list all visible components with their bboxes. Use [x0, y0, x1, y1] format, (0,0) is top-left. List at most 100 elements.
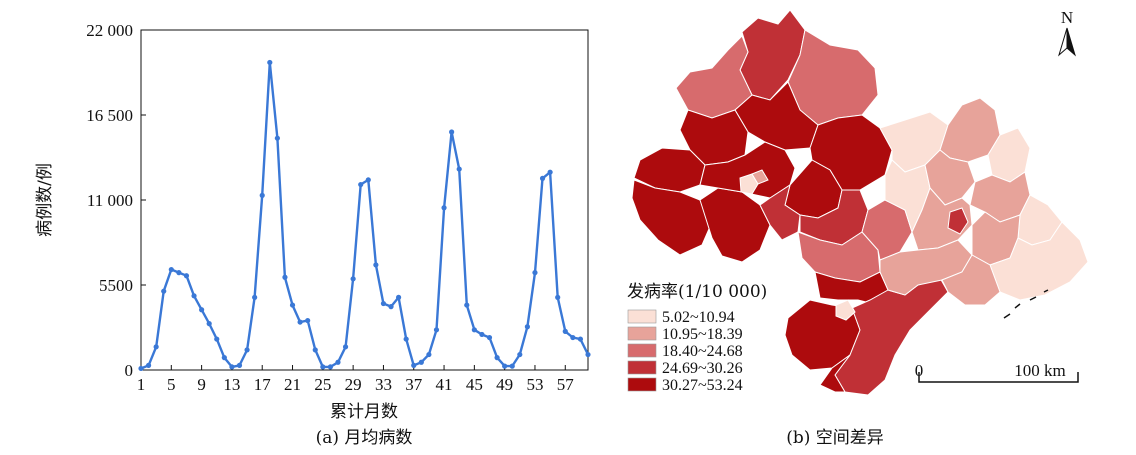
scale-label-100km: 100 km [1014, 361, 1065, 380]
data-point [365, 177, 371, 183]
x-tick-label: 53 [526, 375, 543, 394]
x-tick-label: 17 [254, 375, 272, 394]
data-point [161, 288, 167, 294]
y-tick-label: 16 500 [86, 106, 133, 125]
data-point [145, 362, 152, 368]
data-point [502, 363, 508, 369]
x-tick-label: 49 [496, 375, 513, 394]
data-point [244, 347, 250, 353]
data-point [312, 347, 318, 353]
data-point [426, 351, 432, 358]
x-tick-label: 13 [223, 375, 240, 394]
scale-bar: 0 100 km [915, 361, 1079, 383]
data-point [479, 331, 485, 338]
x-tick-label: 9 [197, 375, 206, 394]
data-point [206, 321, 212, 327]
data-point [547, 169, 553, 175]
data-point [320, 364, 326, 370]
data-point [335, 359, 341, 365]
data-point [577, 336, 584, 342]
data-point [342, 344, 349, 350]
x-tick-label: 5 [167, 375, 176, 394]
data-point [183, 273, 190, 279]
x-tick-label: 21 [284, 375, 301, 394]
map-region [947, 207, 969, 235]
legend-title: 发病率(1/10 000) [627, 282, 767, 302]
data-point [236, 362, 243, 368]
map-region [835, 299, 856, 321]
map-region [739, 173, 759, 195]
legend-swatch [627, 377, 657, 392]
data-point [464, 302, 470, 308]
data-point [289, 302, 296, 308]
data-point [267, 59, 273, 66]
map-legend: 发病率(1/10 000) 5.02~10.9410.95~18.3918.40… [627, 282, 767, 394]
y-tick-label: 0 [125, 361, 134, 380]
data-point [221, 355, 227, 361]
data-point [168, 266, 174, 273]
map-region [699, 141, 796, 199]
data-point [524, 324, 530, 330]
legend-swatch [627, 360, 657, 375]
data-point [199, 307, 205, 313]
map-region [751, 169, 769, 185]
north-arrow-icon [1058, 27, 1068, 57]
x-tick-label: 33 [375, 375, 392, 394]
x-tick-label: 57 [557, 375, 575, 394]
data-point [395, 294, 402, 300]
y-tick-label: 22 000 [86, 21, 133, 40]
data-point [570, 334, 576, 341]
legend-label: 30.27~53.24 [662, 377, 743, 394]
x-tick-label: 45 [466, 375, 483, 394]
panel-a-caption: (a) 月均病数 [316, 428, 413, 448]
data-point [176, 270, 182, 276]
legend-swatch [627, 309, 657, 324]
data-point [153, 344, 159, 350]
data-point [456, 166, 462, 172]
map-region [989, 221, 1089, 301]
map-region [819, 354, 851, 393]
y-axis-title: 病例数/例 [35, 163, 55, 237]
x-tick-label: 41 [436, 375, 453, 394]
data-point [562, 328, 568, 334]
data-point [388, 304, 394, 310]
data-point [214, 336, 220, 342]
legend-label: 24.69~30.26 [662, 360, 743, 377]
data-point [585, 351, 591, 358]
data-point [517, 351, 523, 358]
data-point [350, 276, 356, 282]
x-tick-label: 1 [137, 375, 146, 394]
data-point [305, 317, 311, 324]
scale-label-zero: 0 [915, 361, 924, 380]
data-point [138, 365, 144, 372]
y-tick-label: 11 000 [87, 191, 133, 210]
data-point [418, 359, 424, 365]
panel-b-caption: (b) 空间差异 [786, 428, 884, 448]
data-point [297, 319, 303, 325]
map-region [699, 187, 771, 263]
x-axis-ticks: 1 5 9 13 17 21 25 29 33 37 41 45 49 53 57 [137, 365, 575, 394]
data-point [274, 135, 280, 141]
data-point [449, 129, 455, 135]
data-point [259, 192, 265, 198]
data-point [252, 294, 258, 300]
y-tick-label: 5500 [99, 276, 133, 295]
monthly-cases-line-chart: 0 5500 11 000 16 500 22 000 1 5 9 13 17 21 25 29 33 3… [35, 21, 591, 448]
x-axis-title: 累计月数 [330, 402, 398, 422]
data-point [282, 274, 288, 280]
data-point [380, 300, 387, 307]
data-point [358, 181, 364, 188]
y-axis-ticks: 0 5500 11 000 16 500 22 000 [86, 21, 146, 380]
legend-swatch [627, 343, 657, 358]
map-region [941, 254, 1001, 306]
north-arrow: N [1058, 8, 1076, 57]
x-tick-label: 25 [314, 375, 331, 394]
map-region [631, 179, 713, 256]
x-tick-label: 29 [345, 375, 362, 394]
data-point [494, 355, 500, 361]
data-point [327, 364, 334, 370]
data-point [509, 363, 515, 369]
data-point [191, 293, 197, 299]
data-point [373, 262, 379, 268]
